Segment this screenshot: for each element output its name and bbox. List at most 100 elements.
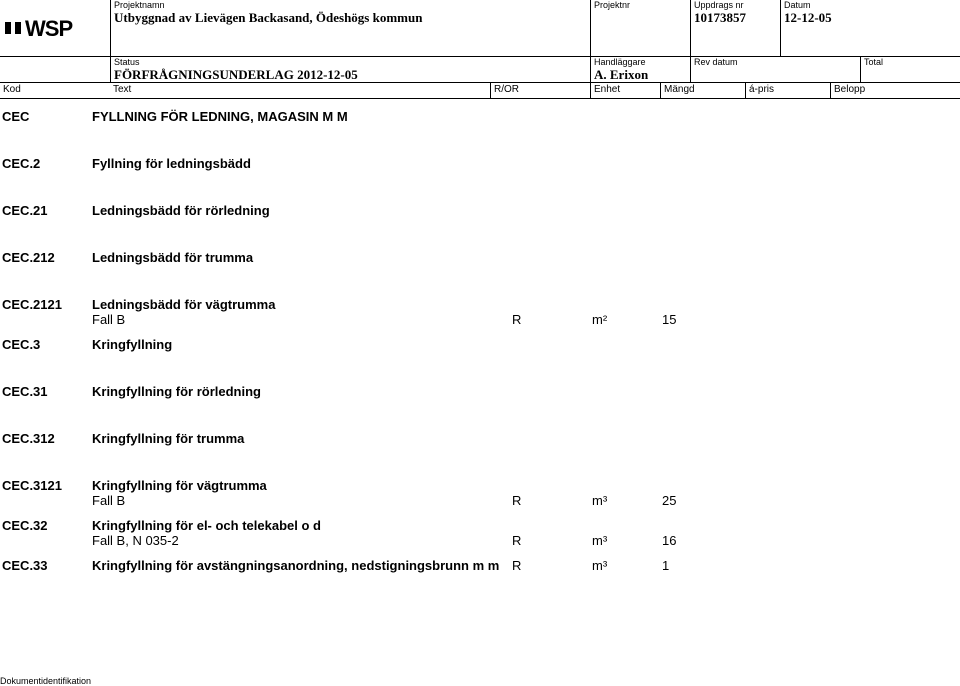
spacer — [90, 99, 510, 109]
spacer — [590, 327, 660, 337]
spacer — [830, 218, 920, 250]
spacer — [590, 218, 660, 250]
total-cell: Total — [860, 57, 960, 82]
spacer — [830, 446, 920, 478]
spacer — [660, 548, 745, 558]
spacer — [745, 399, 830, 431]
spacer — [745, 508, 830, 518]
col-mangd: Mängd — [660, 83, 745, 98]
projektnr-label: Projektnr — [594, 0, 630, 10]
col-enhet: Enhet — [590, 83, 660, 98]
document-footer: Dokumentidentifikation — [0, 676, 91, 686]
belopp-cell — [830, 493, 920, 508]
spacer — [590, 548, 660, 558]
spacer — [590, 124, 660, 156]
handlaggare-label: Handläggare — [594, 57, 646, 67]
spacer — [0, 446, 90, 478]
spacer — [510, 548, 590, 558]
spacer — [90, 446, 510, 478]
apris-cell — [745, 312, 830, 327]
text-cell: Ledningsbädd för rörledning — [90, 203, 510, 218]
spacer — [745, 171, 830, 203]
kod-cell: CEC.3 — [0, 337, 90, 352]
logo-cell: WSP — [0, 0, 110, 56]
spacer — [0, 265, 90, 297]
kod-cell: CEC — [0, 109, 90, 124]
spacer — [745, 99, 830, 109]
spacer — [830, 548, 920, 558]
ror-cell: R — [510, 533, 590, 548]
text-cell: Kringfyllning för vägtrumma — [90, 478, 510, 493]
mangd-cell: 15 — [660, 312, 745, 327]
revdatum-cell: Rev datum — [690, 57, 860, 82]
spacer — [830, 399, 920, 431]
document-header: WSP Projektnamn Utbyggnad av Lievägen Ba… — [0, 0, 960, 99]
spacer — [660, 446, 745, 478]
projektnamn-label: Projektnamn — [114, 0, 165, 10]
col-ror: R/OR — [490, 83, 590, 98]
spacer — [90, 218, 510, 250]
line-desc: Fall B, N 035-2 — [90, 533, 510, 548]
spacer — [90, 327, 510, 337]
kod-cell: CEC.32 — [0, 518, 90, 533]
enhet-cell: m³ — [590, 533, 660, 548]
spacer — [0, 327, 90, 337]
spacer — [90, 508, 510, 518]
spacer — [90, 548, 510, 558]
spacer — [745, 218, 830, 250]
enhet-cell: m³ — [590, 558, 660, 573]
spacer — [510, 171, 590, 203]
kod-cell: CEC.31 — [0, 384, 90, 399]
mangd-cell: 25 — [660, 493, 745, 508]
spacer — [745, 352, 830, 384]
spacer — [590, 265, 660, 297]
spacer — [0, 508, 90, 518]
belopp-cell — [830, 533, 920, 548]
spacer — [0, 399, 90, 431]
spacer — [590, 352, 660, 384]
spacer — [745, 265, 830, 297]
spacer — [660, 508, 745, 518]
kod-cell: CEC.2121 — [0, 297, 90, 312]
spacer — [830, 327, 920, 337]
spacer — [510, 218, 590, 250]
spacer — [745, 124, 830, 156]
spacer — [0, 218, 90, 250]
col-kod: Kod — [0, 83, 110, 98]
text-cell: Kringfyllning för rörledning — [90, 384, 510, 399]
datum-value: 12-12-05 — [784, 11, 857, 25]
spacer — [90, 124, 510, 156]
spacer — [0, 548, 90, 558]
spacer — [90, 265, 510, 297]
text-cell: Kringfyllning — [90, 337, 510, 352]
spacer — [90, 171, 510, 203]
spacer — [830, 124, 920, 156]
kod-cell: CEC.2 — [0, 156, 90, 171]
col-text: Text — [110, 83, 490, 98]
spacer — [510, 327, 590, 337]
kod-cell: CEC.312 — [0, 431, 90, 446]
spacer — [590, 399, 660, 431]
ror-cell: R — [510, 312, 590, 327]
spacer — [510, 446, 590, 478]
uppdragsnr-value: 10173857 — [694, 11, 777, 25]
spacer — [660, 265, 745, 297]
mangd-cell: 16 — [660, 533, 745, 548]
wsp-logo: WSP — [0, 0, 110, 56]
spacer — [660, 218, 745, 250]
kod-cell: CEC.212 — [0, 250, 90, 265]
line-desc: Fall B — [90, 493, 510, 508]
line-desc: Fall B — [90, 312, 510, 327]
spacer — [0, 171, 90, 203]
spacer — [745, 548, 830, 558]
apris-cell — [745, 558, 830, 573]
datum-cell: Datum 12-12-05 — [780, 0, 860, 56]
spacer — [0, 352, 90, 384]
uppdragsnr-cell: Uppdrags nr 10173857 — [690, 0, 780, 56]
spacer — [510, 124, 590, 156]
mangd-cell: 1 — [660, 558, 745, 573]
spacer — [830, 265, 920, 297]
spacer — [660, 399, 745, 431]
text-cell: Kringfyllning för avstängningsanordning,… — [90, 558, 510, 573]
ror-cell: R — [510, 493, 590, 508]
